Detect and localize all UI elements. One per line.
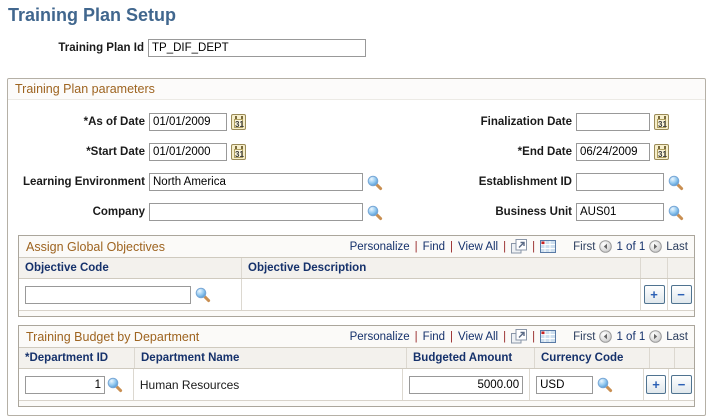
objectives-pagination: First 1 of 1 Last <box>573 240 688 253</box>
zoom-grid-icon[interactable] <box>511 329 528 344</box>
view-all-link[interactable]: View All <box>458 330 499 343</box>
column-header-delete <box>667 258 694 278</box>
previous-row-icon[interactable] <box>599 330 613 343</box>
last-link[interactable]: Last <box>666 330 688 343</box>
company-label: Company <box>92 206 145 218</box>
business-unit-input[interactable] <box>576 203 664 221</box>
establishment-id-field: Establishment ID <box>404 173 705 191</box>
objectives-grid-title: Assign Global Objectives <box>26 239 165 254</box>
establishment-id-input[interactable] <box>576 173 664 191</box>
row-count: 1 of 1 <box>616 240 646 253</box>
as-of-date-field: *As of Date 31 <box>8 113 404 131</box>
first-link[interactable]: First <box>573 330 596 343</box>
download-grid-icon[interactable] <box>540 330 557 343</box>
budgeted-amount-input[interactable] <box>409 375 524 394</box>
personalize-link[interactable]: Personalize <box>349 240 410 253</box>
delete-row-button[interactable]: − <box>670 285 692 304</box>
calendar-icon[interactable]: 31 <box>654 144 669 160</box>
end-date-field: *End Date 31 <box>404 143 705 161</box>
objectives-row: + − <box>19 279 694 310</box>
as-of-date-label: *As of Date <box>83 116 145 128</box>
view-all-link[interactable]: View All <box>458 240 499 253</box>
column-header-department-id: *Department ID <box>25 352 109 364</box>
objective-code-input[interactable] <box>25 285 191 304</box>
column-header-add <box>649 348 674 368</box>
column-header-budgeted-amount: Budgeted Amount <box>406 348 534 368</box>
budget-toolbar: Personalize | Find | View All | | <box>350 329 557 344</box>
start-date-input[interactable] <box>149 143 227 161</box>
objective-description-cell <box>241 279 640 310</box>
currency-code-input[interactable] <box>536 375 594 394</box>
establishment-id-label: Establishment ID <box>478 176 572 188</box>
personalize-link[interactable]: Personalize <box>349 330 410 343</box>
department-name-cell: Human Resources <box>132 369 402 400</box>
column-header-add <box>640 258 667 278</box>
previous-row-icon[interactable] <box>599 240 613 253</box>
zoom-grid-icon[interactable] <box>511 239 528 254</box>
department-id-input[interactable] <box>25 375 105 394</box>
lookup-icon[interactable] <box>366 204 383 221</box>
plan-id-label: Training Plan Id <box>58 42 144 54</box>
start-date-label: *Start Date <box>86 146 145 158</box>
column-header-delete <box>674 348 694 368</box>
business-unit-field: Business Unit <box>404 203 705 221</box>
finalization-date-input[interactable] <box>576 113 650 131</box>
business-unit-label: Business Unit <box>495 206 572 218</box>
lookup-icon[interactable] <box>667 174 684 191</box>
as-of-date-input[interactable] <box>149 113 227 131</box>
end-date-label: *End Date <box>517 146 572 158</box>
page-title: Training Plan Setup <box>8 5 177 25</box>
first-link[interactable]: First <box>573 240 596 253</box>
column-header-objective-description: Objective Description <box>241 258 640 278</box>
column-header-department-name: Department Name <box>134 348 406 368</box>
plan-id-field: Training Plan Id <box>7 39 366 57</box>
find-link[interactable]: Find <box>422 240 446 253</box>
budget-pagination: First 1 of 1 Last <box>573 330 688 343</box>
calendar-icon[interactable]: 31 <box>231 114 246 130</box>
download-grid-icon[interactable] <box>540 240 557 253</box>
company-input[interactable] <box>149 203 363 221</box>
grid-footer <box>19 310 694 316</box>
lookup-icon[interactable] <box>194 286 211 303</box>
parameters-fields: *As of Date 31 Finalization Date 31 *Sta… <box>8 100 705 227</box>
objectives-toolbar: Personalize | Find | View All | | <box>350 239 557 254</box>
lookup-icon[interactable] <box>366 174 383 191</box>
calendar-icon[interactable]: 31 <box>654 114 669 130</box>
finalization-date-field: Finalization Date 31 <box>404 113 705 131</box>
lookup-icon[interactable] <box>667 204 684 221</box>
delete-row-button[interactable]: − <box>671 375 692 394</box>
add-row-button[interactable]: + <box>646 375 666 394</box>
column-header-objective-code: Objective Code <box>25 262 109 274</box>
company-field: Company <box>8 203 404 221</box>
row-count: 1 of 1 <box>616 330 646 343</box>
budget-grid-title: Training Budget by Department <box>26 329 200 344</box>
learning-environment-label: Learning Environment <box>22 176 145 188</box>
lookup-icon[interactable] <box>596 376 613 393</box>
budget-grid: Training Budget by Department Personaliz… <box>18 325 695 407</box>
parameters-section-title: Training Plan parameters <box>8 79 705 100</box>
find-link[interactable]: Find <box>422 330 446 343</box>
lookup-icon[interactable] <box>106 376 123 393</box>
next-row-icon[interactable] <box>649 330 663 343</box>
end-date-input[interactable] <box>576 143 650 161</box>
start-date-field: *Start Date 31 <box>8 143 404 161</box>
next-row-icon[interactable] <box>649 240 663 253</box>
objectives-grid: Assign Global Objectives Personalize | F… <box>18 235 695 317</box>
budget-row: Human Resources + − <box>19 369 694 400</box>
learning-environment-field: Learning Environment <box>8 173 404 191</box>
add-row-button[interactable]: + <box>643 285 665 304</box>
learning-environment-input[interactable] <box>149 173 363 191</box>
calendar-icon[interactable]: 31 <box>231 144 246 160</box>
last-link[interactable]: Last <box>666 240 688 253</box>
plan-id-input[interactable] <box>148 39 366 57</box>
grid-footer <box>19 400 694 406</box>
column-header-currency-code: Currency Code <box>534 348 649 368</box>
finalization-date-label: Finalization Date <box>480 116 572 128</box>
training-plan-parameters-box: Training Plan parameters *As of Date 31 … <box>7 78 706 416</box>
